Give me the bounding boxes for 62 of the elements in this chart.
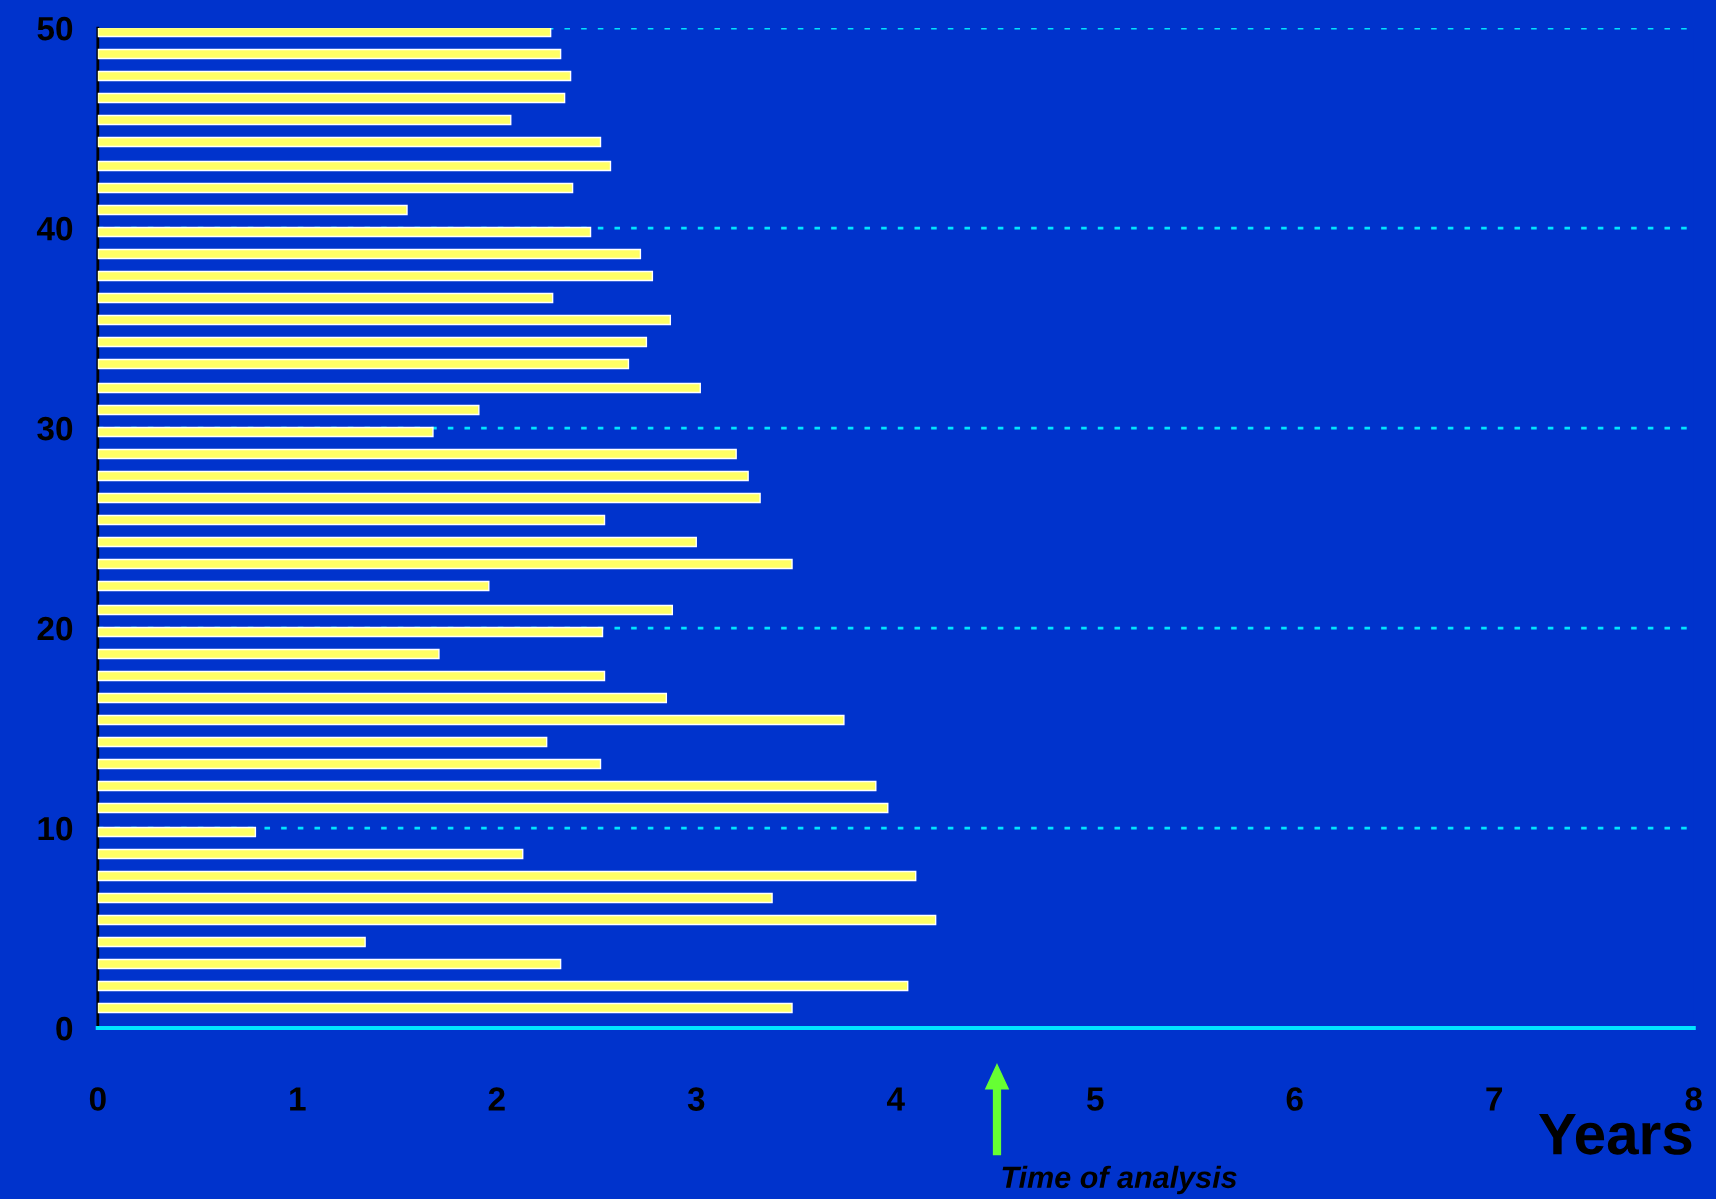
bar <box>97 914 937 926</box>
x-tick-label: 2 <box>488 1087 505 1111</box>
bar <box>97 936 366 948</box>
x-tick-label: 6 <box>1286 1087 1303 1111</box>
y-tick-label: 10 <box>38 816 73 841</box>
y-tick-label: 0 <box>56 1016 73 1041</box>
bar <box>97 470 749 482</box>
x-tick-label: 1 <box>290 1087 306 1111</box>
bar <box>97 758 602 770</box>
bar <box>97 226 592 238</box>
text: Time of analysis <box>1002 1165 1237 1195</box>
bar <box>97 714 845 726</box>
bar <box>97 382 701 394</box>
bar <box>97 670 606 682</box>
x-tick-label: 4 <box>886 1087 905 1111</box>
bar <box>97 92 566 104</box>
y-tick-label: 50 <box>37 16 73 41</box>
bar <box>97 358 630 370</box>
x-tick-label: 3 <box>687 1087 705 1111</box>
bar <box>97 780 877 792</box>
bar <box>97 336 648 348</box>
bar <box>97 848 524 860</box>
bar <box>97 870 917 882</box>
bar <box>97 448 737 460</box>
bar <box>97 514 606 526</box>
bar <box>97 826 257 838</box>
bar <box>97 404 480 416</box>
bar <box>97 314 672 326</box>
y-tick-label: 40 <box>36 216 73 241</box>
x-tick-label: 7 <box>1486 1087 1503 1111</box>
bar <box>97 270 654 282</box>
x-tick-label: 5 <box>1086 1087 1104 1111</box>
y-tick-label: 20 <box>37 616 73 641</box>
bar <box>97 492 761 504</box>
bar <box>97 580 490 592</box>
x-axis-title: Years <box>1538 1114 1692 1155</box>
bar <box>97 136 602 148</box>
bar <box>97 892 773 904</box>
bar <box>97 802 889 814</box>
bar <box>97 1002 793 1014</box>
y-tick-label: 30 <box>37 416 73 441</box>
bar <box>97 204 408 216</box>
bar <box>97 182 574 194</box>
bar <box>97 536 697 548</box>
bar <box>97 160 612 172</box>
bar <box>97 558 793 570</box>
bar <box>97 958 562 970</box>
bar <box>97 114 512 126</box>
x-tick-label: 0 <box>89 1087 106 1111</box>
bar <box>97 626 604 638</box>
bar <box>97 248 642 260</box>
x-tick-label: 8 <box>1685 1087 1702 1111</box>
bar <box>97 736 548 748</box>
bar <box>97 692 668 704</box>
bar <box>97 70 572 82</box>
bar <box>97 28 552 38</box>
bar <box>97 292 554 304</box>
bar <box>97 604 674 616</box>
bar <box>97 48 562 60</box>
bar <box>97 648 440 660</box>
bar <box>97 980 909 992</box>
bar <box>97 426 434 438</box>
